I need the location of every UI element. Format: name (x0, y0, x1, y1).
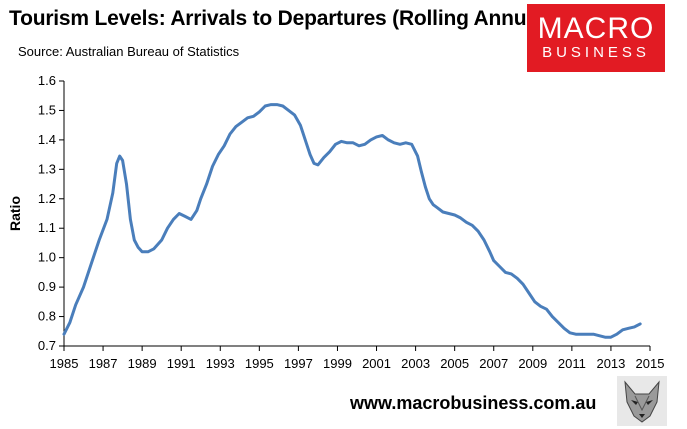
y-tick-label: 1.3 (38, 161, 56, 176)
x-tick-label: 1993 (206, 356, 235, 371)
website-url[interactable]: www.macrobusiness.com.au (350, 393, 597, 413)
x-tick-label: 1995 (245, 356, 274, 371)
series-line (62, 103, 642, 339)
y-tick-label: 1.5 (38, 102, 56, 117)
y-tick-label: 0.8 (38, 309, 56, 324)
chart-axes (63, 81, 650, 347)
y-tick-label: 1.6 (38, 73, 56, 88)
logo-line-2: BUSINESS (542, 44, 650, 61)
x-tick-label: 2005 (440, 356, 469, 371)
source-note: Source: Australian Bureau of Statistics (18, 44, 240, 59)
x-tick-label: 2001 (362, 356, 391, 371)
y-tick-label: 0.7 (38, 338, 56, 353)
x-tick-label: 1989 (128, 356, 157, 371)
y-axis-label: Ratio (7, 196, 23, 231)
x-tick-label: 1985 (50, 356, 79, 371)
x-tick-label: 2007 (479, 356, 508, 371)
y-tick-label: 1.2 (38, 191, 56, 206)
y-axis-ticks: 0.7 0.8 0.9 1.0 1.1 1.2 1.3 1.4 1.5 1.6 (38, 73, 64, 353)
chart-series (62, 103, 642, 339)
x-tick-label: 2013 (596, 356, 625, 371)
x-tick-label: 2011 (558, 356, 586, 371)
x-tick-label: 2009 (518, 356, 547, 371)
x-axis-ticks: 1985 1987 1989 1991 1993 1995 1997 1999 2001 2003… (50, 346, 665, 371)
logo-line-1: MACRO (537, 12, 655, 45)
wolf-icon (617, 376, 667, 426)
x-tick-label: 2003 (401, 356, 430, 371)
chart-title: Tourism Levels: Arrivals to Departures (… (9, 7, 551, 30)
x-tick-label: 1991 (167, 356, 196, 371)
y-tick-label: 1.0 (38, 250, 56, 265)
x-tick-label: 1997 (284, 356, 313, 371)
x-tick-label: 2015 (636, 356, 665, 371)
x-tick-label: 1999 (323, 356, 352, 371)
y-tick-label: 1.1 (38, 220, 56, 235)
y-tick-label: 0.9 (38, 279, 56, 294)
macro-business-logo[interactable]: MACRO BUSINESS (527, 4, 665, 72)
x-tick-label: 1987 (89, 356, 118, 371)
y-tick-label: 1.4 (38, 132, 56, 147)
